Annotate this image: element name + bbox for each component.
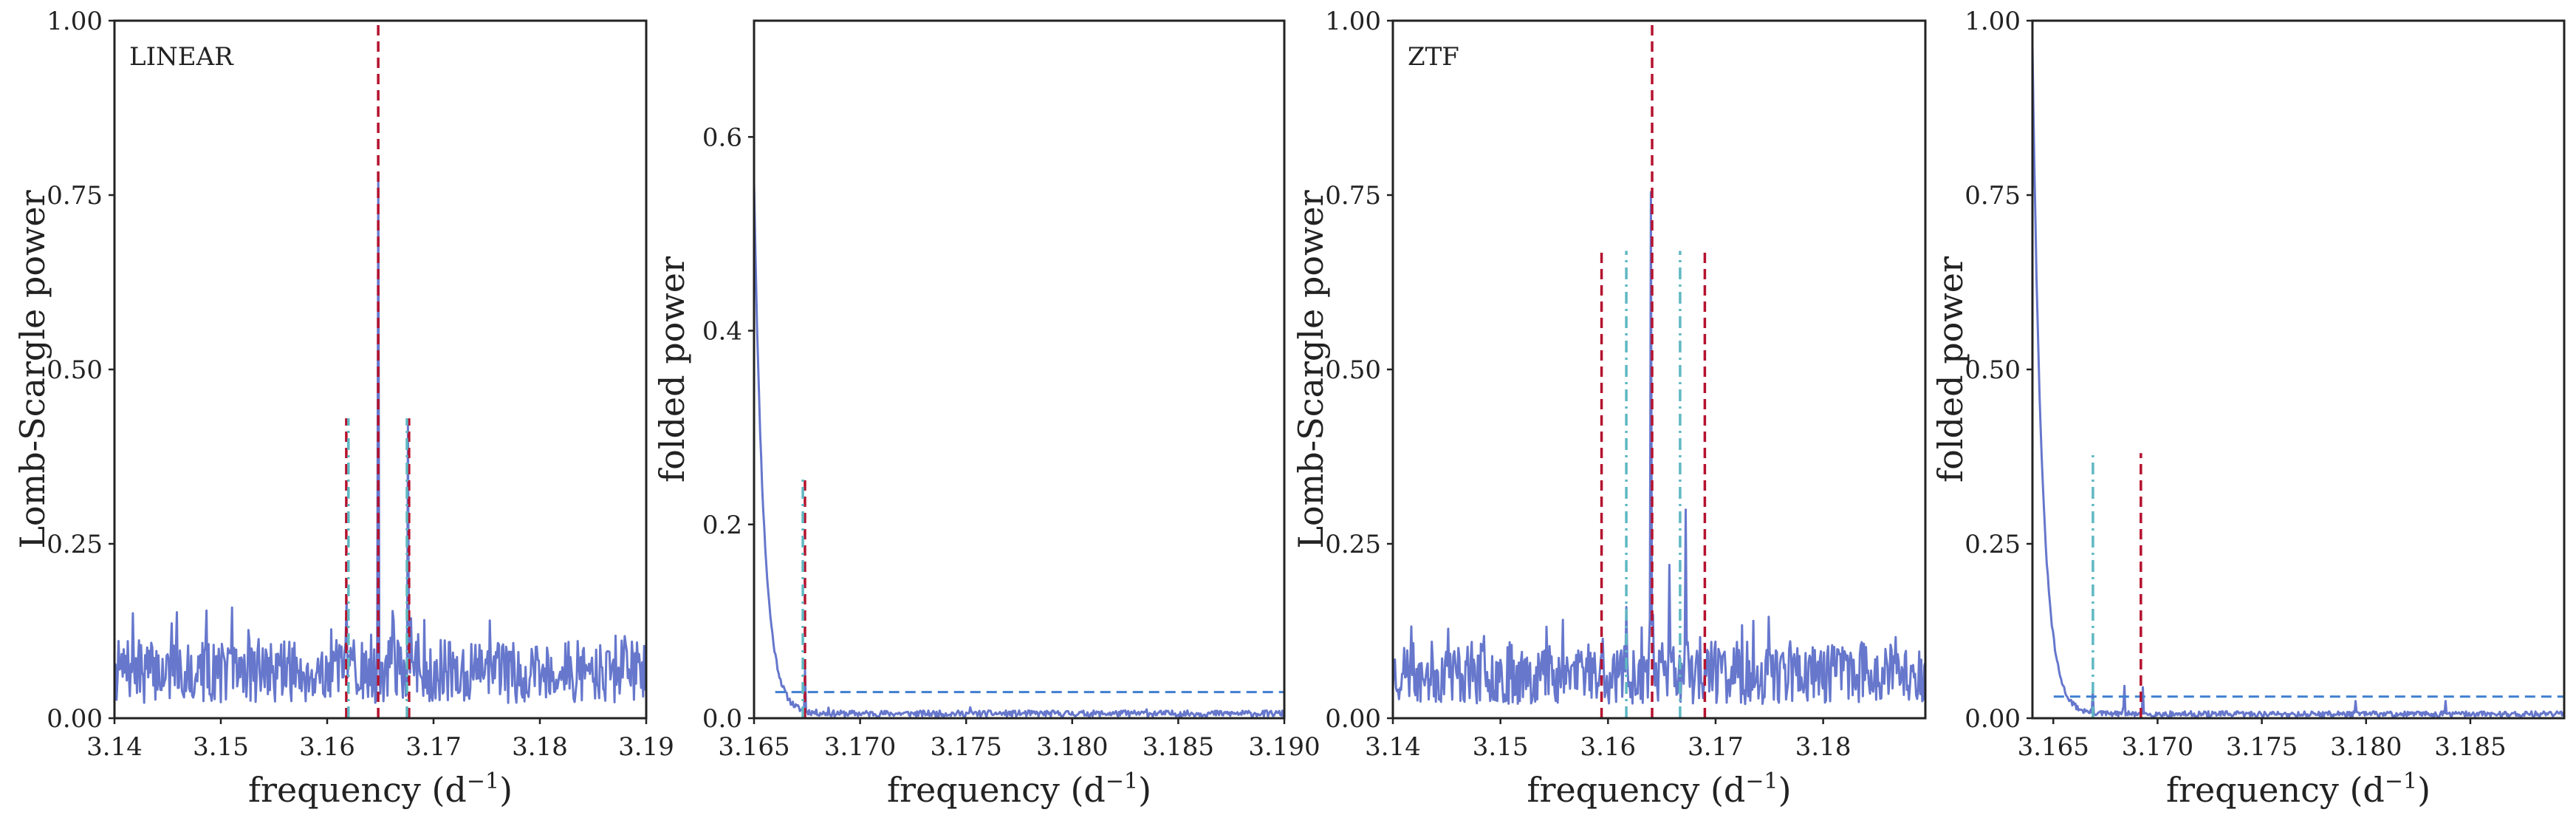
x-tick-label: 3.165 [718,732,789,762]
y-tick-label: 0.00 [1964,704,2021,734]
y-tick-label: 0.50 [47,355,103,385]
y-tick-label: 0.4 [702,317,742,347]
plot-frame [113,19,648,720]
x-axis-label: frequency (d−1) [1527,768,1791,810]
y-tick-label: 1.00 [1964,7,2021,36]
x-tick-label: 3.175 [931,732,1002,762]
y-tick-label: 0.50 [1964,355,2021,385]
x-tick-label: 3.17 [405,732,462,762]
y-tick-label: 1.00 [47,7,103,36]
y-tick-label: 1.00 [1325,7,1381,36]
x-tick-label: 3.190 [1248,732,1320,762]
plot-frame [1391,19,1927,720]
x-tick-label: 3.180 [2330,732,2402,762]
x-tick-label: 3.19 [618,732,674,762]
x-tick-label: 3.15 [1473,732,1529,762]
x-tick-label: 3.18 [512,732,568,762]
y-tick-label: 0.00 [47,704,103,734]
y-tick-label: 0.75 [47,181,103,211]
x-tick-label: 3.165 [2018,732,2089,762]
plot-frame [2031,19,2566,720]
x-tick-label: 3.170 [824,732,896,762]
y-tick-label: 0.25 [1325,530,1381,559]
y-tick-label: 0.50 [1325,355,1381,385]
y-tick-label: 0.6 [702,123,742,152]
y-axis-label: folded power [652,256,692,482]
x-tick-label: 3.185 [1143,732,1214,762]
series-line [114,180,646,704]
x-tick-label: 3.180 [1036,732,1108,762]
x-tick-label: 3.18 [1795,732,1852,762]
series-line [1393,191,1925,706]
x-axis-label: frequency (d−1) [2166,768,2431,810]
panel-1: 3.14 3.15 3.16 3.17 3.18 3.19 0.00 0.25 0.50 0.75… [13,7,674,810]
y-tick-label: 0.0 [702,704,742,734]
x-tick-label: 3.14 [86,732,143,762]
panel-3: 3.14 3.15 3.16 3.17 3.18 0.00 0.25 0.50 0.75 1.00… [1291,7,1927,810]
plot-frame [753,19,1286,720]
x-tick-label: 3.14 [1365,732,1421,762]
panel-4: 3.165 3.170 3.175 3.180 3.185 0.00 0.25 0.50 0.7… [1931,7,2566,810]
x-tick-label: 3.185 [2434,732,2506,762]
y-tick-label: 0.00 [1325,704,1381,734]
y-tick-label: 0.75 [1325,181,1381,211]
y-axis-label: Lomb-Scargle power [13,190,52,548]
x-tick-label: 3.175 [2226,732,2298,762]
x-tick-label: 3.170 [2122,732,2193,762]
series-line [754,182,1284,718]
y-tick-label: 0.75 [1964,181,2021,211]
series-line [2032,45,2564,718]
y-tick-label: 0.2 [702,511,742,540]
panel-label: LINEAR [129,42,234,72]
x-tick-label: 3.15 [193,732,249,762]
y-axis-label: folded power [1931,256,1970,482]
x-tick-label: 3.16 [1580,732,1636,762]
x-tick-label: 3.16 [299,732,355,762]
panel-label: ZTF [1408,42,1459,72]
y-tick-label: 0.25 [47,530,103,559]
y-axis-label: Lomb-Scargle power [1291,190,1331,548]
x-axis-label: frequency (d−1) [248,768,513,810]
y-tick-label: 0.25 [1964,530,2021,559]
x-tick-label: 3.17 [1688,732,1744,762]
panel-2: 3.165 3.170 3.175 3.180 3.185 3.190 0.0 0.2 0.4 0… [652,19,1320,810]
x-axis-label: frequency (d−1) [887,768,1151,810]
